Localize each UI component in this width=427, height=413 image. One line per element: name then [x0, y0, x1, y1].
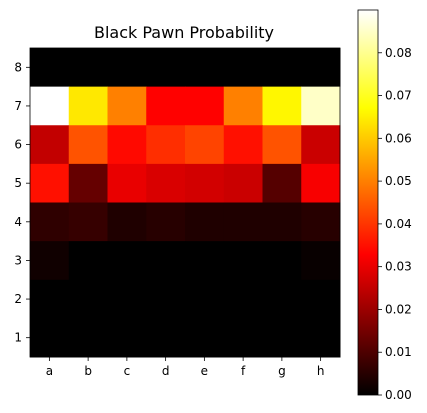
y-tick-label: 2: [14, 292, 22, 306]
y-tick-label: 1: [14, 331, 22, 345]
y-axis: 8 7 6 5 4 3 2 1: [14, 60, 30, 345]
chart-title: Black Pawn Probability: [94, 23, 274, 42]
colorbar: [357, 9, 379, 396]
heatmap-cell-b1: [68, 318, 108, 358]
heatmap-cell-b6: [68, 125, 108, 165]
y-tick-label: 6: [14, 138, 22, 152]
heatmap-cell-e5: [185, 163, 225, 203]
heatmap-cell-c4: [107, 202, 147, 242]
heatmap-cell-f8: [223, 48, 263, 88]
heatmap-cell-h7: [301, 86, 341, 126]
heatmap-cell-h4: [301, 202, 341, 242]
heatmap-cell-g4: [262, 202, 302, 242]
heatmap-cell-d8: [146, 48, 186, 88]
colorbar-tick-label: 0.04: [385, 217, 412, 231]
heatmap-cell-h8: [301, 48, 341, 88]
x-tick-label: b: [84, 364, 92, 378]
heatmap-cell-c8: [107, 48, 147, 88]
x-tick-label: c: [124, 364, 131, 378]
heatmap-cell-d4: [146, 202, 186, 242]
colorbar-tick-label: 0.03: [385, 260, 412, 274]
heatmap-cell-h1: [301, 318, 341, 358]
heatmap-cell-b3: [68, 241, 108, 281]
heatmap-cell-f6: [223, 125, 263, 165]
heatmap-cell-b2: [68, 279, 108, 319]
heatmap-cell-e1: [185, 318, 225, 358]
heatmap-cell-f7: [223, 86, 263, 126]
heatmap-cell-h5: [301, 163, 341, 203]
heatmap-cell-g8: [262, 48, 302, 88]
heatmap-cell-a7: [30, 86, 70, 126]
colorbar-tick-label: 0.00: [385, 388, 412, 402]
heatmap-cell-d1: [146, 318, 186, 358]
heatmap-cell-g3: [262, 241, 302, 281]
heatmap-cell-b7: [68, 86, 108, 126]
heatmap-cell-b4: [68, 202, 108, 242]
heatmap-cell-e4: [185, 202, 225, 242]
heatmap-cell-c1: [107, 318, 147, 358]
x-tick-label: d: [162, 364, 170, 378]
heatmap-cell-d2: [146, 279, 186, 319]
heatmap-cell-e6: [185, 125, 225, 165]
colorbar-tick-label: 0.07: [385, 89, 412, 103]
heatmap-cell-g2: [262, 279, 302, 319]
x-tick-label: f: [241, 364, 246, 378]
x-axis: a b c d e f g h: [46, 357, 325, 378]
y-tick-label: 4: [14, 215, 22, 229]
colorbar-tick-label: 0.01: [385, 345, 412, 359]
heatmap-cell-b5: [68, 163, 108, 203]
heatmap-cell-a4: [30, 202, 70, 242]
y-tick-label: 8: [14, 60, 22, 74]
heatmap-cell-a3: [30, 241, 70, 281]
heatmap-cell-c6: [107, 125, 147, 165]
x-tick-label: g: [278, 364, 286, 378]
plot-frame: [29, 47, 341, 358]
heatmap-cell-a2: [30, 279, 70, 319]
colorbar-ticks: 0.00 0.01 0.02 0.03 0.04 0.05 0.06 0.07 0.08: [378, 46, 412, 402]
colorbar-tick-label: 0.05: [385, 174, 412, 188]
x-tick-label: a: [46, 364, 53, 378]
y-tick-label: 5: [14, 176, 22, 190]
y-tick-label: 7: [14, 99, 22, 113]
heatmap-cell-a1: [30, 318, 70, 358]
heatmap-cell-c7: [107, 86, 147, 126]
heatmap-cell-b8: [68, 48, 108, 88]
colorbar-tick-label: 0.06: [385, 131, 412, 145]
heatmap-cell-e2: [185, 279, 225, 319]
x-tick-label: h: [317, 364, 325, 378]
heatmap-cell-e8: [185, 48, 225, 88]
heatmap-cell-f4: [223, 202, 263, 242]
heatmap-cell-c2: [107, 279, 147, 319]
heatmap-cell-d5: [146, 163, 186, 203]
heatmap-cell-e3: [185, 241, 225, 281]
heatmap-cell-e7: [185, 86, 225, 126]
heatmap-cell-d3: [146, 241, 186, 281]
heatmap-cell-h2: [301, 279, 341, 319]
heatmap-cell-g1: [262, 318, 302, 358]
heatmap-cell-g7: [262, 86, 302, 126]
heatmap-cells: [30, 48, 341, 358]
x-tick-label: e: [201, 364, 208, 378]
heatmap-cell-h6: [301, 125, 341, 165]
heatmap-cell-a8: [30, 48, 70, 88]
heatmap-cell-c5: [107, 163, 147, 203]
heatmap-cell-f2: [223, 279, 263, 319]
heatmap-cell-f5: [223, 163, 263, 203]
heatmap-cell-a6: [30, 125, 70, 165]
heatmap-cell-d7: [146, 86, 186, 126]
y-tick-label: 3: [14, 253, 22, 267]
heatmap-cell-f3: [223, 241, 263, 281]
heatmap-cell-c3: [107, 241, 147, 281]
heatmap-cell-g6: [262, 125, 302, 165]
heatmap-cell-d6: [146, 125, 186, 165]
heatmap-cell-h3: [301, 241, 341, 281]
heatmap-cell-f1: [223, 318, 263, 358]
heatmap-cell-a5: [30, 163, 70, 203]
colorbar-tick-label: 0.02: [385, 302, 412, 316]
colorbar-tick-label: 0.08: [385, 46, 412, 60]
heatmap-cell-g5: [262, 163, 302, 203]
